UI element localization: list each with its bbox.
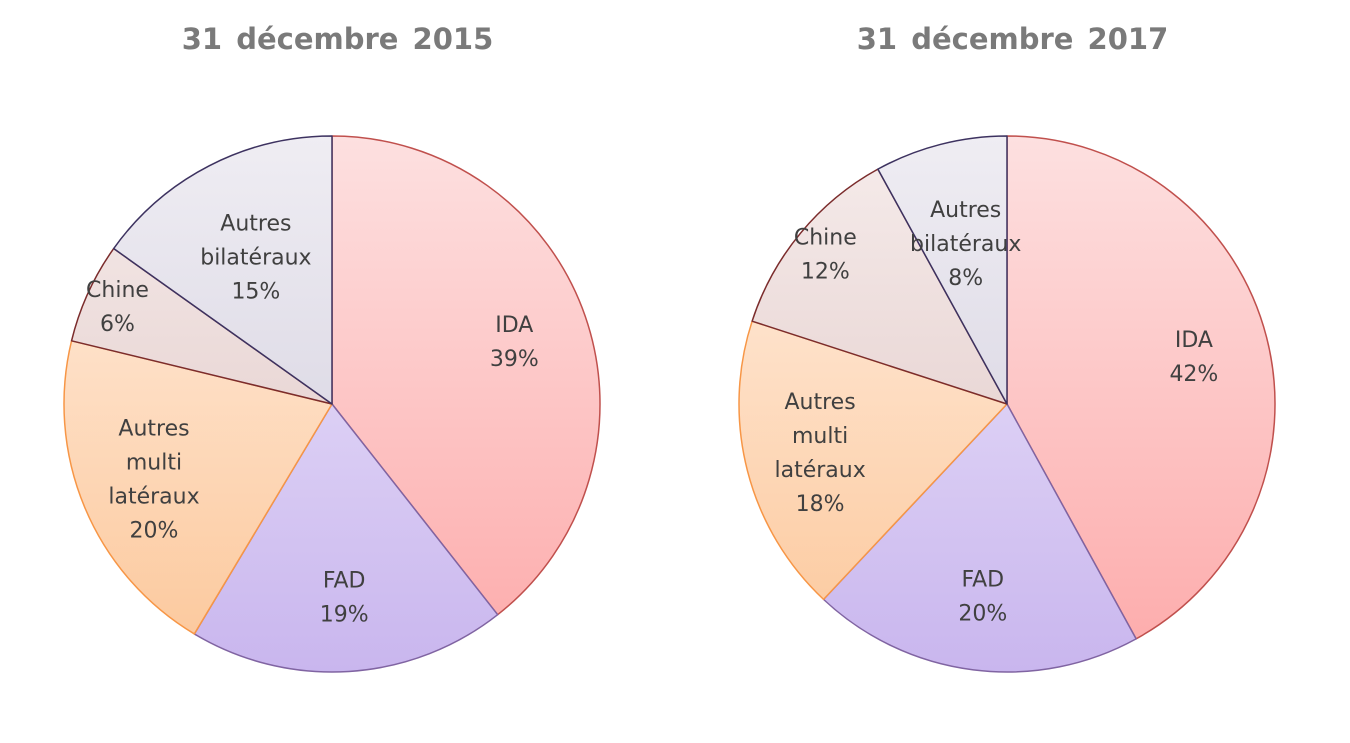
slice-category-label: Autres xyxy=(785,390,856,415)
slice-category-label: bilatéraux xyxy=(200,245,311,270)
pie-slice-ida xyxy=(331,135,601,616)
slice-category-label: Autres xyxy=(220,211,291,236)
slice-category-label: IDA xyxy=(495,313,533,338)
pie-slice-chine xyxy=(751,168,1008,405)
slice-category-label: FAD xyxy=(323,569,366,594)
pie-slice-autres-bilateraux xyxy=(877,135,1008,405)
slice-category-label: Chine xyxy=(86,278,149,303)
pie-chart-2015: 31 décembre 2015 IDA 39% FAD 19% Autres multi… xyxy=(63,22,601,673)
slice-label-fad: FAD 19% xyxy=(320,569,369,628)
slice-category-label: multi xyxy=(792,424,848,449)
pie-2017: IDA 42% FAD 20% Autres multi latéraux 18% Chine 1… xyxy=(738,135,1276,673)
slice-category-label: bilatéraux xyxy=(910,232,1021,257)
slice-category-label: multi xyxy=(126,451,182,476)
slice-label-autres-bilateraux: Autres bilatéraux 8% xyxy=(910,198,1021,291)
pie-slice-autres-multi-lateraux xyxy=(738,320,1008,601)
pie-2015: IDA 39% FAD 19% Autres multi latéraux 20% Chine 6… xyxy=(63,135,601,673)
pie-slice-ida xyxy=(1006,135,1276,640)
pie-slice-autres-bilateraux xyxy=(112,135,333,405)
pie-slice-fad xyxy=(193,403,499,673)
chart-title-2015: 31 décembre 2015 xyxy=(181,22,494,56)
slice-label-autres-bilateraux: Autres bilatéraux 15% xyxy=(200,211,311,304)
slice-value-label: 19% xyxy=(320,603,369,628)
slice-label-chine: Chine 12% xyxy=(794,226,857,285)
slice-category-label: Autres xyxy=(118,417,189,442)
slice-category-label: Autres xyxy=(930,198,1001,223)
pie-slice-fad xyxy=(822,403,1137,673)
slice-label-autres-multi-lateraux: Autres multi latéraux 20% xyxy=(108,417,199,544)
slice-label-fad: FAD 20% xyxy=(958,567,1007,626)
slice-label-ida: IDA 42% xyxy=(1169,328,1218,387)
pie-slice-autres-multi-lateraux xyxy=(63,340,333,635)
slice-category-label: IDA xyxy=(1175,328,1213,353)
slice-value-label: 6% xyxy=(100,312,135,337)
slice-category-label: latéraux xyxy=(108,485,199,510)
chart-title-2017: 31 décembre 2017 xyxy=(856,22,1169,56)
slice-value-label: 8% xyxy=(948,266,983,291)
slice-value-label: 15% xyxy=(231,279,280,304)
slice-label-ida: IDA 39% xyxy=(490,313,539,372)
slice-value-label: 42% xyxy=(1169,362,1218,387)
slice-category-label: Chine xyxy=(794,226,857,251)
slice-value-label: 39% xyxy=(490,347,539,372)
slice-value-label: 12% xyxy=(801,260,850,285)
slice-label-autres-multi-lateraux: Autres multi latéraux 18% xyxy=(774,390,865,517)
slice-category-label: FAD xyxy=(961,567,1004,592)
slice-value-label: 18% xyxy=(796,492,845,517)
slice-value-label: 20% xyxy=(958,601,1007,626)
slice-category-label: latéraux xyxy=(774,458,865,483)
slice-value-label: 20% xyxy=(130,519,179,544)
slice-label-chine: Chine 6% xyxy=(86,278,149,337)
pie-chart-2017: 31 décembre 2017 IDA 42% FAD 20% Autres multi… xyxy=(675,0,1350,743)
